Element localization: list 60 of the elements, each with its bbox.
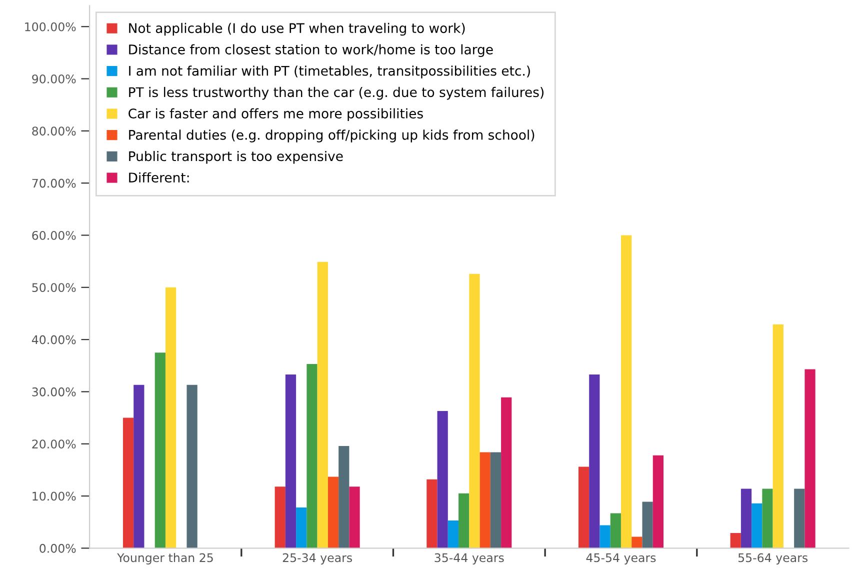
- bar: [794, 488, 805, 548]
- y-tick-label: 30.00%: [32, 387, 76, 396]
- y-tick-label: 40.00%: [32, 335, 76, 344]
- bar: [448, 520, 459, 548]
- bar: [154, 352, 166, 548]
- legend-label: Distance from closest station to work/home is too large: [129, 44, 493, 58]
- bar: [274, 486, 286, 548]
- bar: [458, 493, 470, 548]
- bar: [122, 418, 134, 548]
- bar: [437, 411, 448, 548]
- legend-label: Car is faster and offers me more possibilities: [128, 108, 423, 122]
- y-tick-label: 0.00%: [40, 544, 76, 553]
- legend-label: Public transport is too expensive: [129, 150, 343, 164]
- bar: [730, 533, 741, 548]
- bar: [610, 513, 621, 548]
- y-tick-label: 10.00%: [32, 492, 76, 501]
- bar: [772, 324, 784, 548]
- bar: [740, 488, 752, 548]
- y-tick-label: 90.00%: [32, 74, 76, 84]
- bar: [186, 384, 198, 548]
- bar: [620, 235, 632, 548]
- bar: [501, 397, 512, 548]
- bar: [762, 488, 773, 548]
- bar: [752, 503, 762, 548]
- y-tick-label: 80.00%: [32, 126, 76, 136]
- bar: [469, 274, 480, 548]
- bar: [338, 446, 350, 548]
- bar: [642, 502, 653, 548]
- legend-label: Parental duties (e.g. dropping off/picking up kids from school): [129, 130, 534, 142]
- bar: [632, 536, 642, 548]
- x-tick-label: 55-64 years: [738, 553, 808, 564]
- legend-label: PT is less trustworthy than the car (e.g. due to system failures): [129, 86, 544, 100]
- bar: [349, 486, 360, 548]
- y-tick-label: 100.00%: [25, 22, 76, 32]
- bar: [804, 369, 816, 548]
- bar: [600, 525, 610, 548]
- legend-label: Different:: [129, 172, 189, 183]
- bar: [589, 374, 600, 548]
- bar: [165, 287, 176, 548]
- bar: [306, 364, 318, 548]
- legend-label: I am not familiar with PT (timetables, transitpossibilities etc.): [129, 66, 530, 78]
- x-tick-label: 45-54 years: [586, 553, 656, 564]
- x-tick-label: 35-44 years: [434, 553, 504, 564]
- bar: [328, 476, 339, 548]
- bar: [317, 262, 328, 548]
- bar: [578, 466, 590, 548]
- y-tick-label: 60.00%: [32, 230, 76, 240]
- bar: [490, 452, 502, 548]
- bar: [652, 455, 664, 548]
- bar: [285, 374, 296, 548]
- bar: [134, 384, 144, 548]
- y-tick-label: 50.00%: [32, 283, 76, 292]
- x-tick-label: Younger than 25: [117, 553, 213, 564]
- y-tick-label: 70.00%: [32, 178, 76, 188]
- bar: [426, 479, 438, 548]
- bar: [480, 452, 490, 548]
- y-tick-label: 20.00%: [32, 440, 76, 449]
- legend-label: Not applicable (I do use PT when traveling to work): [129, 22, 465, 36]
- bar: [296, 507, 307, 548]
- x-tick-label: 25-34 years: [282, 553, 352, 564]
